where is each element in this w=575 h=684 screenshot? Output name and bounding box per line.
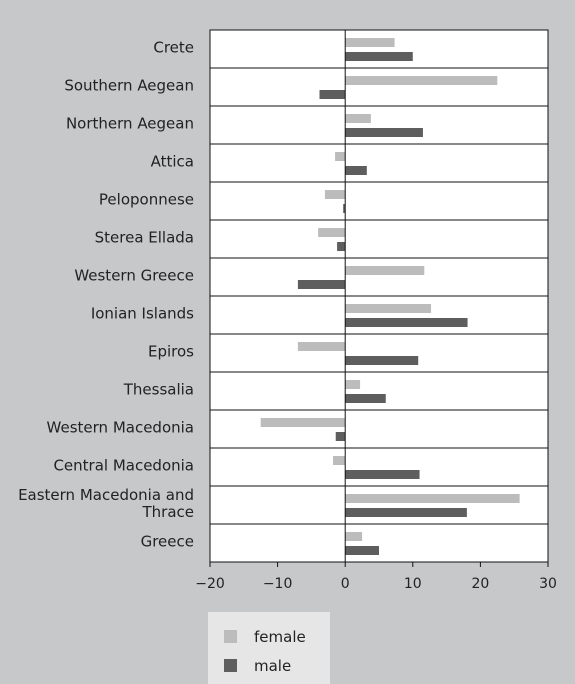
category-label: Western Macedonia [46,418,194,437]
bar [345,546,379,555]
category-label: Epiros [148,342,194,361]
x-tick-label: 20 [471,576,489,592]
category-label: Southern Aegean [64,76,194,95]
category-label: Ionian Islands [90,304,194,323]
legend-label: female [254,628,306,646]
category-label: Crete [153,38,194,57]
bar [345,394,386,403]
bar [345,380,361,389]
bar [335,432,346,441]
x-tick-label: 0 [341,576,350,592]
category-label: Peloponnese [98,190,194,209]
bar [345,114,371,123]
bar [345,52,413,61]
category-label: Central Macedonia [53,456,194,475]
bar [345,304,432,313]
category-label: Eastern Macedonia and Thrace [18,486,194,521]
bar [345,38,395,47]
bar [345,494,520,503]
category-label: Western Greece [74,266,194,285]
bar [343,204,346,213]
bar [319,90,346,99]
bar [345,166,367,175]
bar [260,418,346,427]
bar [318,228,346,237]
legend-label: male [254,657,292,675]
x-tick-label: −10 [263,576,293,592]
x-tick-label: −20 [195,576,225,592]
bar [345,356,419,365]
bar [345,318,468,327]
bar [337,242,346,251]
bar [324,190,346,199]
x-tick-label: 30 [539,576,557,592]
bar [345,532,363,541]
bar [345,508,467,517]
bar [345,266,425,275]
bar [297,280,346,289]
bar [345,470,420,479]
bar [345,76,498,85]
legend-swatch [224,630,237,643]
bar [333,456,346,465]
category-label: Northern Aegean [65,114,194,133]
category-label: Thessalia [123,380,194,399]
x-tick-label: 10 [404,576,422,592]
bar [345,128,423,137]
category-label: Sterea Ellada [94,228,194,247]
category-label: Greece [140,532,194,551]
category-label: Attica [150,152,194,171]
bar [335,152,346,161]
bar [297,342,346,351]
legend-swatch [224,659,237,672]
